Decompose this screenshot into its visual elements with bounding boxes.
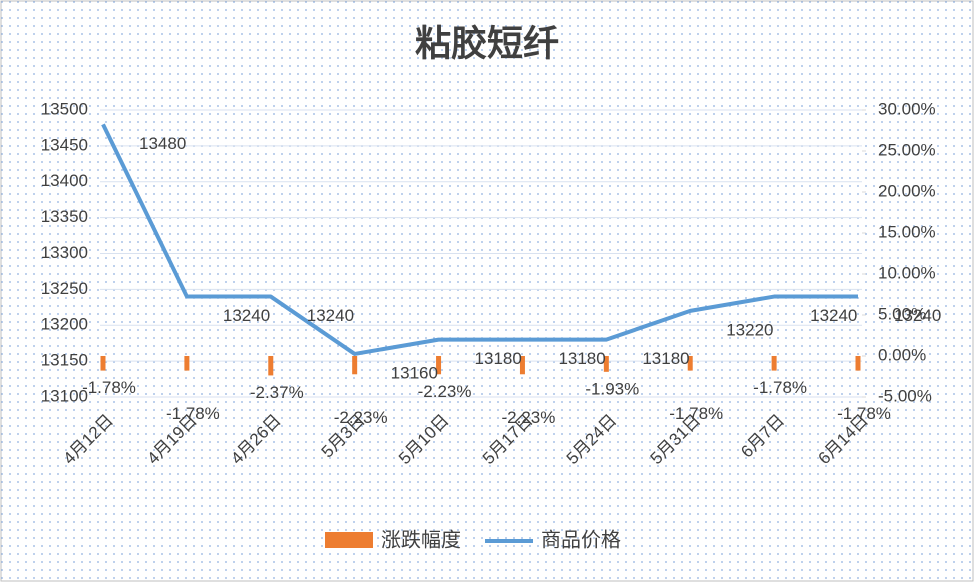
y2-tick-label: 30.00% — [878, 99, 936, 118]
line-value-label: 13240 — [810, 306, 857, 325]
legend-swatch — [325, 532, 373, 548]
line-value-label: 13180 — [642, 349, 689, 368]
bar-value-label: -2.23% — [502, 408, 556, 427]
bar — [352, 356, 358, 375]
bar-value-label: -2.23% — [418, 382, 472, 401]
bar-value-label: -1.78% — [82, 378, 136, 397]
y-tick-label: 13250 — [41, 279, 88, 298]
line-value-label: 13240 — [223, 306, 270, 325]
line-value-label: 13180 — [475, 349, 522, 368]
y-tick-label: 13500 — [41, 99, 88, 118]
line-value-label: 13240 — [894, 306, 941, 325]
bar — [771, 356, 777, 371]
plot: 13100 13150 13200 13250 13300 13350 13400 13450… — [41, 99, 942, 551]
bar — [855, 356, 861, 371]
bar-value-label: -1.93% — [585, 379, 639, 398]
y-tick-label: 13150 — [41, 351, 88, 370]
bar-value-label: -1.78% — [166, 404, 220, 423]
bar-value-label: -1.78% — [753, 378, 807, 397]
line-value-label: 13180 — [558, 349, 605, 368]
y-tick-label: 13450 — [41, 135, 88, 154]
bar-value-label: -1.78% — [669, 404, 723, 423]
y2-tick-label: 25.00% — [878, 140, 936, 159]
y2-tick-label: 5.00% — [878, 304, 926, 323]
bar — [436, 356, 442, 375]
y2-tick-label: 0.00% — [878, 345, 926, 364]
bar-value-label: -2.37% — [250, 383, 304, 402]
bar — [184, 356, 190, 371]
bar — [519, 356, 525, 375]
chart-title: 粘胶短纤 — [415, 23, 559, 64]
bar — [268, 356, 274, 376]
y-tick-label: 13200 — [41, 315, 88, 334]
line-value-label: 13240 — [307, 306, 354, 325]
legend-label: 涨跌幅度 — [381, 528, 461, 551]
y2-tick-label: 20.00% — [878, 181, 936, 200]
y-tick-label: 13350 — [41, 207, 88, 226]
bar-value-label: -1.78% — [837, 404, 891, 423]
y-tick-label: 13400 — [41, 171, 88, 190]
bar-value-label: -2.23% — [334, 408, 388, 427]
line-value-label: 13480 — [139, 134, 186, 153]
legend-label: 商品价格 — [541, 528, 621, 551]
y2-tick-label: 10.00% — [878, 263, 936, 282]
y-tick-label: 13300 — [41, 243, 88, 262]
bar — [603, 356, 609, 372]
bar — [100, 356, 106, 371]
y-tick-label: 13100 — [41, 386, 88, 405]
y2-tick-label: 15.00% — [878, 222, 936, 241]
line — [101, 123, 858, 356]
y2-tick-label: -5.00% — [878, 386, 932, 405]
bar — [687, 356, 693, 371]
line-value-label: 13220 — [726, 320, 773, 339]
line-value-label: 13160 — [391, 363, 438, 382]
